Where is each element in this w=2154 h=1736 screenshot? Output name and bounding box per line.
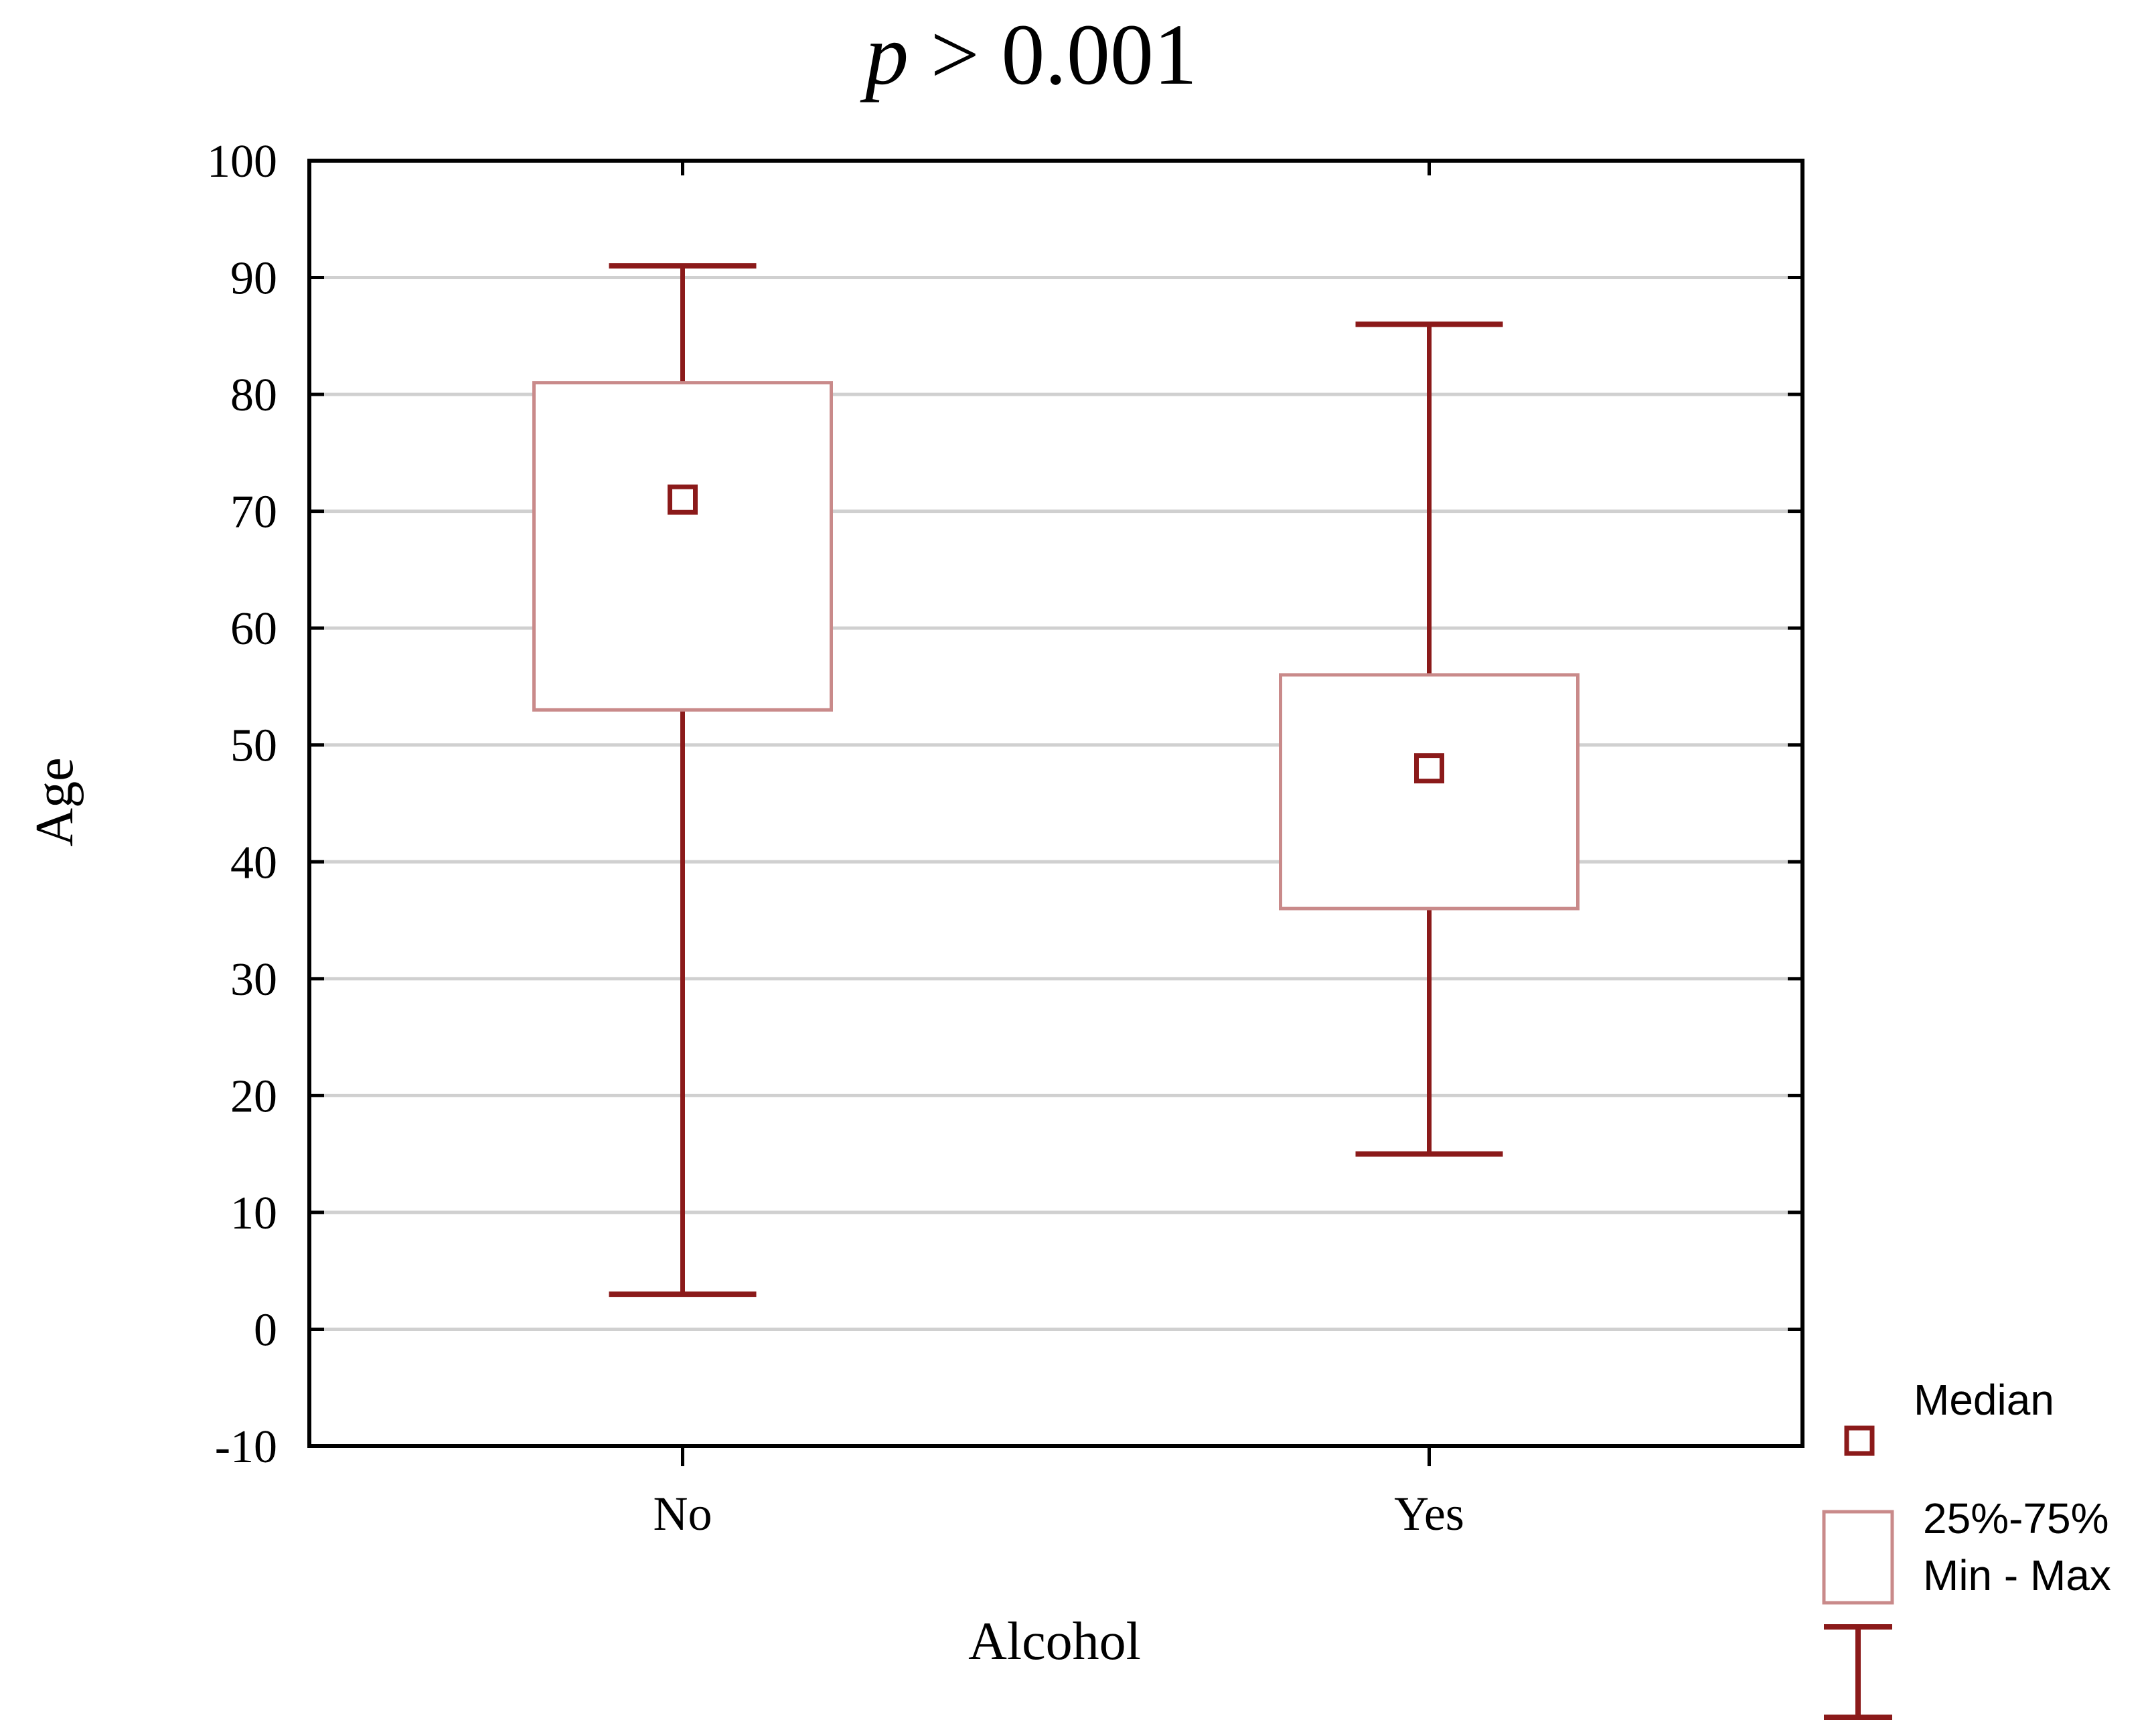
legend-whisker-label: Min - Max bbox=[1923, 1551, 2111, 1599]
y-axis-label: Age bbox=[25, 757, 84, 846]
y-tick-label: -10 bbox=[215, 1421, 277, 1473]
chart-title-p: p bbox=[860, 7, 909, 103]
iqr-box bbox=[532, 381, 833, 712]
legend-box-label: 25%-75% bbox=[1923, 1494, 2109, 1543]
y-tick-label: 90 bbox=[230, 253, 277, 305]
box-group-no bbox=[532, 263, 833, 1297]
legend-box-swatch bbox=[1822, 1510, 1894, 1605]
y-tick-label: 70 bbox=[230, 487, 277, 538]
legend: Median 25%-75% Min - Max bbox=[1822, 1376, 2111, 1720]
plot-area-frame bbox=[307, 159, 1804, 1448]
chart-title-rest: > 0.001 bbox=[909, 7, 1197, 103]
legend-median-marker bbox=[1844, 1425, 1875, 1456]
x-tick-label: Yes bbox=[1394, 1487, 1464, 1541]
median-marker bbox=[668, 484, 698, 515]
box-group-yes bbox=[1279, 321, 1580, 1157]
y-tick-label: 60 bbox=[230, 603, 277, 655]
y-tick-label: 80 bbox=[230, 370, 277, 421]
y-tick-label: 30 bbox=[230, 954, 277, 1006]
y-tick-label: 50 bbox=[230, 720, 277, 772]
chart-title: p > 0.001 bbox=[860, 7, 1197, 103]
y-tick-label: 40 bbox=[230, 837, 277, 888]
y-tick-label: 10 bbox=[230, 1188, 277, 1239]
y-tick-label: 100 bbox=[207, 136, 277, 187]
iqr-box bbox=[1279, 673, 1580, 911]
legend-median-label: Median bbox=[1914, 1376, 2054, 1424]
x-tick-label: No bbox=[653, 1487, 712, 1541]
x-axis-ticks: No Yes bbox=[653, 161, 1464, 1541]
y-tick-label: 0 bbox=[254, 1304, 277, 1356]
box-series bbox=[532, 263, 1580, 1297]
median-marker bbox=[1414, 753, 1444, 784]
x-axis-label: Alcohol bbox=[968, 1612, 1141, 1671]
y-tick-label: 20 bbox=[230, 1071, 277, 1122]
